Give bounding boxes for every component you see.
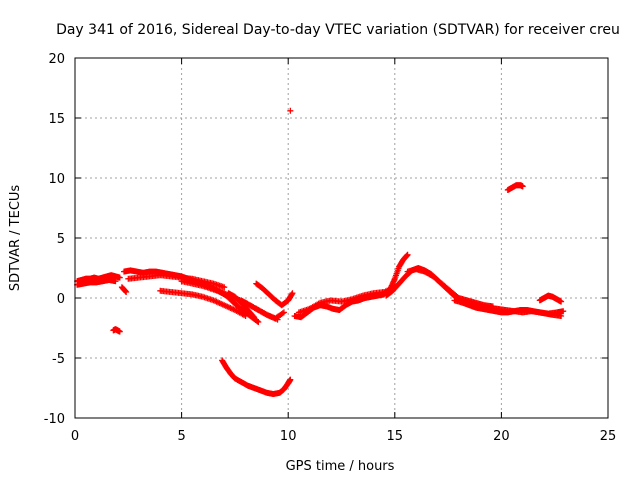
data-point — [279, 310, 286, 317]
y-tick-label: -5 — [52, 352, 65, 367]
data-point — [519, 183, 526, 190]
data-point — [123, 289, 130, 295]
series-arc-13 — [536, 292, 565, 305]
data-point — [404, 251, 411, 258]
data-point — [116, 274, 123, 281]
chart-title: Day 341 of 2016, Sidereal Day-to-day VTE… — [56, 22, 620, 38]
y-tick-label: 0 — [57, 292, 65, 307]
y-tick-label: 15 — [48, 112, 65, 127]
x-axis-label: GPS time / hours — [286, 459, 395, 474]
x-tick-label: 5 — [177, 429, 185, 444]
data-point — [242, 313, 249, 319]
series-arc-1 — [74, 272, 123, 285]
series-arc-9 — [219, 357, 294, 397]
series-arc-8 — [253, 280, 296, 309]
data-point — [116, 328, 123, 335]
data-point — [289, 290, 296, 297]
data-point — [287, 107, 294, 114]
y-tick-label: 5 — [57, 232, 65, 247]
tick-labels: 0 5 10 15 20 25 -10 -5 0 5 10 15 20 — [44, 52, 617, 444]
series-arc-3 — [118, 284, 130, 295]
y-axis-label: SDTVAR / TECUs — [8, 185, 23, 292]
series-arc-12 — [451, 297, 567, 317]
series-arc-8b — [238, 297, 287, 322]
grid — [75, 58, 608, 418]
data-point — [558, 298, 565, 305]
x-tick-label: 0 — [71, 429, 79, 444]
data-point — [251, 314, 258, 321]
data-point — [255, 319, 262, 325]
series-arc-4b — [125, 272, 228, 291]
series-arc-5 — [157, 287, 249, 319]
series-arc-1b — [74, 277, 119, 288]
data-points — [74, 107, 567, 397]
y-tick-label: 10 — [48, 172, 65, 187]
x-tick-label: 10 — [280, 429, 297, 444]
plot-frame — [74, 57, 609, 419]
series-outlier-1 — [287, 107, 294, 114]
x-tick-label: 25 — [600, 429, 617, 444]
data-point — [560, 308, 567, 315]
series-arc-2 — [110, 326, 123, 335]
data-point — [280, 309, 287, 316]
data-point — [254, 318, 261, 325]
series-arc-14 — [504, 182, 526, 193]
y-tick-label: -10 — [44, 412, 65, 427]
data-point — [250, 313, 257, 320]
series-arc-7 — [225, 290, 258, 321]
data-point — [112, 278, 119, 285]
data-point — [287, 376, 294, 383]
x-tick-label: 20 — [493, 429, 510, 444]
y-tick-label: 20 — [48, 52, 65, 67]
x-tick-label: 15 — [387, 429, 404, 444]
data-point — [221, 284, 228, 291]
